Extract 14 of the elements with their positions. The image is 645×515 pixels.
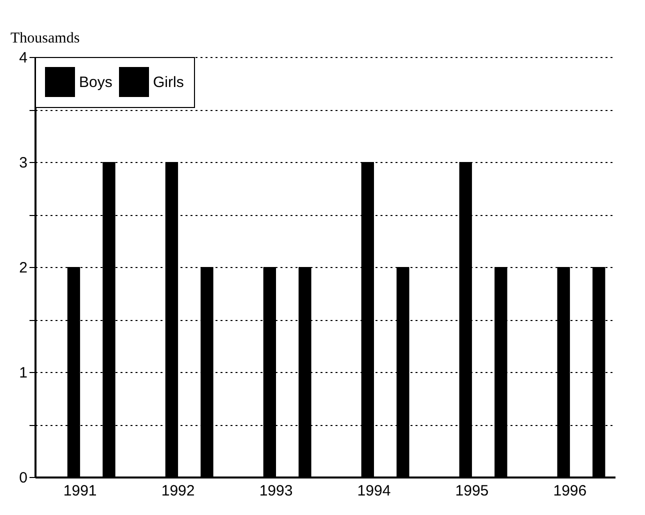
y-tick-label: 0 (19, 470, 28, 486)
y-tick-label: 4 (19, 50, 28, 66)
y-tick-label: 2 (19, 260, 28, 276)
x-tick-label: 1992 (161, 482, 195, 500)
legend-label: Girls (153, 74, 184, 91)
legend-label: Boys (79, 74, 112, 91)
y-axis-title: Thousamds (10, 30, 80, 46)
x-tick-label: 1995 (455, 482, 489, 500)
x-tick-label: 1991 (63, 482, 97, 500)
y-tick-label: 1 (19, 364, 28, 382)
y-tick-label: 3 (19, 154, 28, 172)
x-tick-label: 1996 (553, 482, 587, 500)
x-tick-label: 1993 (259, 482, 293, 500)
x-tick-label: 1994 (357, 482, 391, 500)
